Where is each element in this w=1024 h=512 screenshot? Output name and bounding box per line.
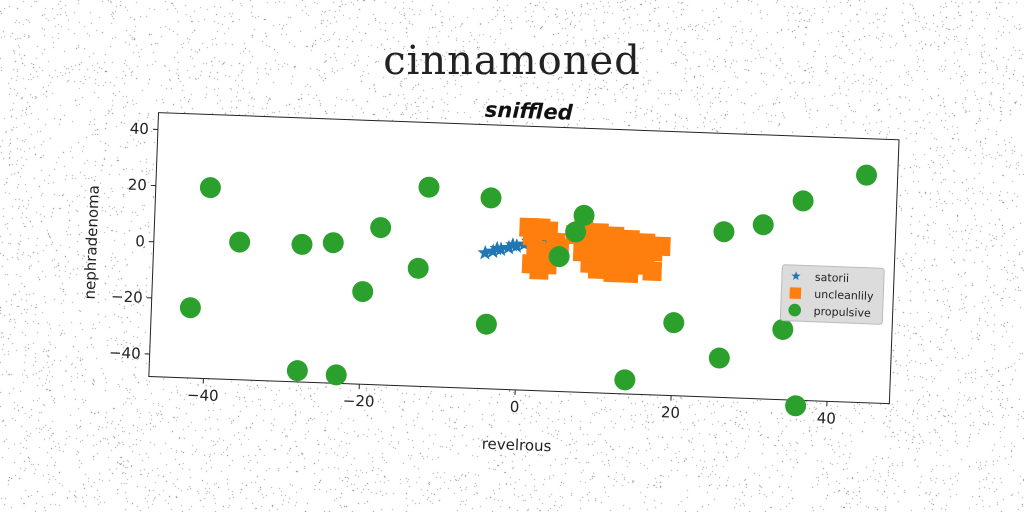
propulsive-point xyxy=(708,347,730,369)
satorii-point xyxy=(489,240,505,256)
propulsive-point xyxy=(286,360,308,382)
satorii-point xyxy=(477,245,493,260)
figure-suptitle: cinnamoned xyxy=(383,38,641,84)
propulsive-point xyxy=(772,318,794,340)
legend-label-uncleanlily: uncleanlily xyxy=(814,288,874,303)
uncleanlily-point xyxy=(618,263,639,284)
x-tick-label: −20 xyxy=(343,392,375,411)
propulsive-point xyxy=(407,257,429,279)
propulsive-point xyxy=(475,313,497,335)
chart-group: sniffled −40 −20 0 20 40 −40 −20 0 20 40 revelro… xyxy=(81,98,900,456)
propulsive-point xyxy=(199,177,221,199)
data-marks xyxy=(179,164,878,417)
satorii-point xyxy=(505,237,521,252)
y-tick-label: −20 xyxy=(111,287,143,306)
legend-marker-uncleanlily xyxy=(789,287,802,300)
legend-label-satorii: satorii xyxy=(815,271,850,285)
satorii-point xyxy=(485,243,501,259)
legend-label-propulsive: propulsive xyxy=(813,305,871,320)
propulsive-point xyxy=(565,221,587,243)
propulsive-point xyxy=(418,176,440,198)
propulsive-point xyxy=(752,214,774,236)
satorii-point xyxy=(501,239,517,255)
legend-marker-satorii xyxy=(791,271,801,281)
x-axis-ticks: −40 −20 0 20 40 xyxy=(187,378,837,428)
y-axis-label: nephradenoma xyxy=(81,185,103,300)
propulsive-point xyxy=(322,232,344,254)
propulsive-point xyxy=(370,217,392,239)
uncleanlily-point xyxy=(651,236,671,257)
propulsive-point xyxy=(352,281,374,303)
propulsive-point xyxy=(229,231,251,253)
y-tick-label: −40 xyxy=(109,344,141,363)
legend-marker-propulsive xyxy=(788,303,802,317)
propulsive-point xyxy=(325,364,347,386)
y-tick-label: 0 xyxy=(135,232,145,250)
uncleanlily-point xyxy=(587,259,608,280)
y-tick-label: 40 xyxy=(130,119,150,138)
propulsive-point xyxy=(792,190,814,212)
x-axis-label: revelrous xyxy=(481,435,551,456)
propulsive-point xyxy=(614,369,636,391)
x-tick-label: 0 xyxy=(509,398,519,416)
propulsive-point xyxy=(179,297,201,319)
uncleanlily-point xyxy=(642,261,663,282)
legend: satorii uncleanlily propulsive xyxy=(779,264,885,325)
propulsive-point xyxy=(856,164,878,186)
y-tick-label: 20 xyxy=(127,176,147,195)
propulsive-point xyxy=(548,246,570,268)
chart-title: sniffled xyxy=(484,98,574,125)
x-tick-label: −40 xyxy=(187,386,219,405)
uncleanlily-point xyxy=(603,262,624,283)
propulsive-point xyxy=(480,187,502,209)
legend-box xyxy=(779,264,885,325)
propulsive-point xyxy=(663,312,685,334)
y-axis-ticks: −40 −20 0 20 40 xyxy=(109,119,158,363)
propulsive-point xyxy=(573,204,595,226)
propulsive-point xyxy=(785,395,807,417)
x-tick-label: 20 xyxy=(661,403,681,422)
propulsive-point xyxy=(713,221,735,243)
x-tick-label: 40 xyxy=(817,409,837,428)
propulsive-point xyxy=(291,233,313,255)
